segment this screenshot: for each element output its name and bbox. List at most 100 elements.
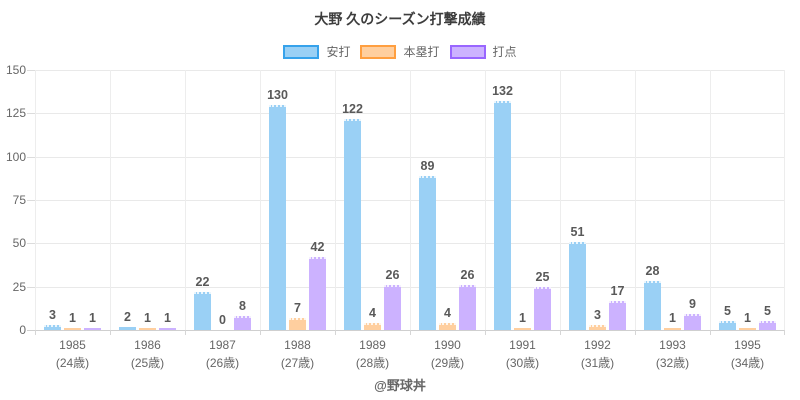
bar-打点-1992: [609, 301, 626, 330]
bar-value-label: 1: [69, 311, 76, 325]
y-tick-label: 0: [19, 323, 26, 337]
chart-title: 大野 久のシーズン打撃成績: [314, 11, 486, 27]
bar-value-label: 1: [744, 311, 751, 325]
legend-item-hits[interactable]: 安打: [283, 43, 350, 60]
bar-打点-1985: [84, 328, 101, 330]
x-label-age: (24歳): [55, 356, 90, 370]
bar-value-label: 51: [570, 225, 585, 239]
x-tick-mark: [635, 330, 636, 335]
bar-value-label: 1: [519, 311, 526, 325]
x-label-age: (31歳): [580, 356, 615, 370]
x-tick-mark: [35, 330, 36, 335]
bar-value-label: 28: [645, 264, 660, 278]
bar-本塁打-1989: [364, 323, 381, 330]
bar-打点-1988: [309, 257, 326, 330]
x-tick-mark: [485, 330, 486, 335]
legend-label-rbi: 打点: [492, 45, 517, 59]
grid-line-v: [110, 70, 111, 330]
x-tick-mark: [185, 330, 186, 335]
bar-打点-1993: [684, 314, 701, 330]
grid-line-v: [485, 70, 486, 330]
bar-安打-1992: [569, 242, 586, 330]
bar-value-label: 1: [89, 311, 96, 325]
watermark: @野球丼: [374, 378, 426, 393]
bar-value-label: 26: [460, 268, 475, 282]
legend-swatch-homeruns-icon: [360, 44, 397, 59]
legend: 安打 本塁打 打点: [0, 43, 800, 60]
bar-value-label: 0: [219, 313, 226, 327]
bar-安打-1993: [644, 281, 661, 330]
bar-安打-1985: [44, 325, 61, 330]
bar-安打-1995: [719, 321, 736, 330]
bar-value-label: 130: [267, 88, 288, 102]
x-label-age: (29歳): [430, 356, 465, 370]
grid-line-v: [710, 70, 711, 330]
bar-value-label: 1: [669, 311, 676, 325]
x-tick-label: 1989 (28歳): [335, 336, 410, 372]
bar-打点-1995: [759, 321, 776, 330]
bar-value-label: 3: [49, 308, 56, 322]
x-label-year: 1990: [434, 338, 461, 352]
bar-value-label: 1: [164, 311, 171, 325]
x-tick-label: 1988 (27歳): [260, 336, 335, 372]
x-tick-mark: [260, 330, 261, 335]
bar-打点-1987: [234, 316, 251, 330]
bar-value-label: 3: [594, 308, 601, 322]
y-tick-label: 125: [5, 106, 26, 120]
x-tick-label: 1995 (34歳): [710, 336, 785, 372]
x-tick-mark: [710, 330, 711, 335]
bar-本塁打-1986: [139, 328, 156, 330]
y-tick-mark: [27, 157, 35, 158]
bar-value-label: 89: [420, 159, 435, 173]
x-label-year: 1986: [134, 338, 161, 352]
bar-本塁打-1985: [64, 328, 81, 330]
bar-value-label: 1: [144, 311, 151, 325]
x-label-year: 1992: [584, 338, 611, 352]
bar-value-label: 4: [369, 306, 376, 320]
grid-line-v: [560, 70, 561, 330]
grid-line-v: [784, 70, 785, 330]
y-tick-mark: [27, 330, 35, 331]
bar-本塁打-1993: [664, 328, 681, 330]
x-tick-label: 1985 (24歳): [35, 336, 110, 372]
bar-value-label: 132: [492, 84, 513, 98]
x-label-age: (26歳): [205, 356, 240, 370]
x-tick-mark: [560, 330, 561, 335]
x-tick-label: 1991 (30歳): [485, 336, 560, 372]
bar-安打-1988: [269, 105, 286, 330]
bar-本塁打-1992: [589, 325, 606, 330]
y-tick-mark: [27, 200, 35, 201]
grid-line-v: [410, 70, 411, 330]
y-tick-mark: [27, 287, 35, 288]
y-tick-mark: [27, 113, 35, 114]
legend-item-rbi[interactable]: 打点: [449, 43, 517, 60]
grid-line-v: [635, 70, 636, 330]
bar-value-label: 42: [310, 240, 325, 254]
x-label-age: (28歳): [355, 356, 390, 370]
plot-area: 3 2 22 130 122 89 132 51 28 5 1 1 0 7 4 4 1 3 1 1 1 1 8 42 26 26 2…: [35, 70, 785, 331]
x-tick-mark: [335, 330, 336, 335]
y-tick-label: 100: [5, 150, 26, 164]
bar-安打-1986: [119, 327, 136, 330]
legend-swatch-rbi-icon: [449, 44, 486, 59]
bar-value-label: 8: [239, 299, 246, 313]
x-label-year: 1995: [734, 338, 761, 352]
bar-安打-1991: [494, 101, 511, 330]
bar-本塁打-1990: [439, 323, 456, 330]
x-label-age: (27歳): [280, 356, 315, 370]
x-tick-mark: [110, 330, 111, 335]
y-tick-label: 25: [12, 280, 26, 294]
bar-本塁打-1988: [289, 318, 306, 330]
x-tick-mark: [410, 330, 411, 335]
grid-line-v: [260, 70, 261, 330]
x-label-age: (34歳): [730, 356, 765, 370]
x-label-year: 1987: [209, 338, 236, 352]
legend-label-hits: 安打: [326, 45, 351, 59]
bar-value-label: 4: [444, 306, 451, 320]
bar-本塁打-1995: [739, 328, 756, 330]
bar-安打-1990: [419, 176, 436, 330]
legend-item-homeruns[interactable]: 本塁打: [360, 43, 440, 60]
x-tick-label: 1987 (26歳): [185, 336, 260, 372]
bar-安打-1989: [344, 119, 361, 330]
